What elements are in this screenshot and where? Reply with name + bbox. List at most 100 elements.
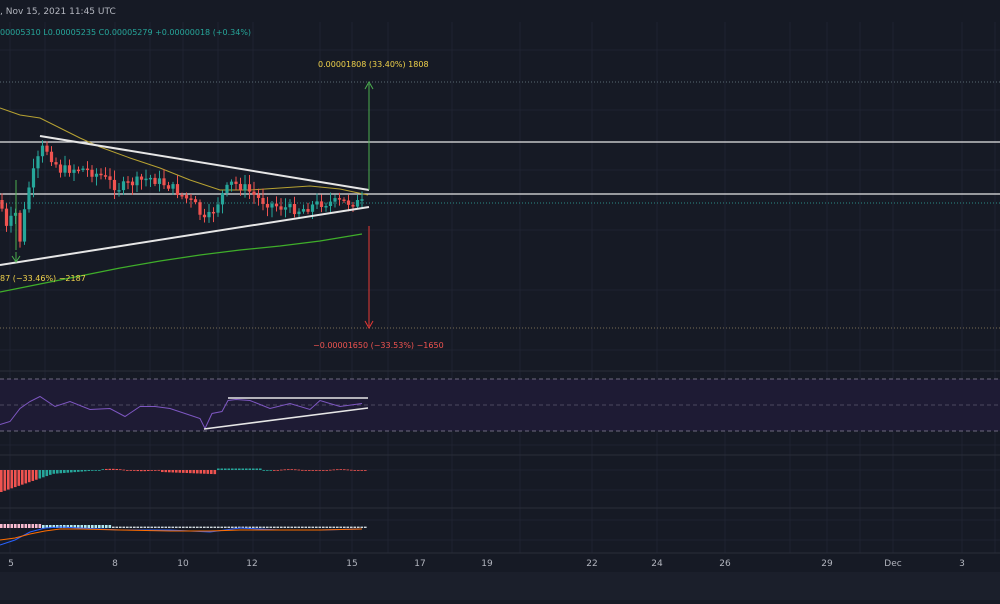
macd-bar-secondary	[0, 524, 3, 528]
macd-bar-secondary	[119, 526, 122, 528]
macd-bar-secondary	[143, 526, 147, 528]
macd-bar-secondary	[136, 526, 140, 528]
macd-bar	[35, 470, 38, 480]
candle-body	[94, 173, 99, 177]
x-tick-label: 29	[821, 559, 833, 569]
candle-body	[27, 187, 31, 210]
macd-bar	[182, 470, 185, 473]
macd-bar-secondary	[315, 526, 318, 528]
macd-bar-secondary	[241, 526, 245, 528]
candle-body	[306, 209, 310, 212]
rsi-rising-trendline[interactable]	[203, 407, 369, 430]
candle-body	[157, 178, 162, 184]
candle-body	[220, 192, 225, 205]
macd-bar	[84, 470, 87, 472]
candle-body	[126, 181, 130, 183]
triangle-lower-trendline[interactable]	[0, 206, 370, 266]
macd-bar-secondary	[7, 524, 10, 528]
macd-bar	[17, 470, 21, 486]
macd-bar-secondary	[311, 526, 315, 528]
x-tick-label: Dec	[884, 559, 901, 569]
macd-bar	[238, 468, 241, 470]
macd-bar-secondary	[52, 525, 56, 528]
macd-bar	[42, 470, 45, 478]
macd-bar	[196, 470, 199, 474]
macd-bar-secondary	[283, 526, 287, 528]
macd-bar	[339, 469, 343, 471]
candle-body	[4, 208, 9, 226]
macd-bar	[168, 470, 171, 473]
candle-body	[274, 203, 279, 207]
macd-bar-secondary	[164, 526, 168, 528]
macd-bar	[143, 470, 147, 472]
macd-bar-secondary	[185, 526, 189, 528]
triangle-upper-trendline[interactable]	[39, 135, 370, 191]
macd-bar-secondary	[238, 526, 241, 528]
bottom-toolbar	[0, 572, 1000, 600]
macd-bar-secondary	[248, 526, 252, 528]
macd-bar	[115, 468, 119, 470]
macd-bar-secondary	[273, 526, 276, 528]
candle-body	[49, 151, 54, 163]
macd-bar-secondary	[332, 526, 336, 528]
x-tick-label: 17	[414, 559, 425, 569]
macd-bar	[52, 470, 56, 474]
macd-bar-secondary	[28, 524, 31, 528]
macd-bar-secondary	[353, 526, 357, 528]
candle-body	[270, 203, 274, 208]
macd-bar	[101, 469, 105, 471]
candle-body	[0, 200, 4, 209]
macd-bar-secondary	[206, 526, 210, 528]
macd-bar-secondary	[224, 526, 227, 528]
candle-body	[301, 209, 306, 212]
macd-bar-secondary	[297, 526, 301, 528]
candle-body	[234, 181, 238, 184]
macd-bar	[0, 470, 3, 492]
macd-bar	[154, 470, 157, 471]
macd-bar	[150, 470, 154, 471]
macd-bar-secondary	[129, 526, 133, 528]
macd-bar	[336, 469, 339, 471]
macd-bar-secondary	[73, 525, 77, 528]
macd-bar	[161, 470, 164, 473]
macd-bar	[332, 469, 336, 471]
candlestick-series	[0, 140, 364, 248]
candle-body	[180, 195, 184, 197]
macd-bar-secondary	[294, 526, 297, 528]
candle-body	[72, 169, 76, 173]
macd-bar-secondary	[63, 525, 66, 528]
macd-bar-secondary	[199, 526, 203, 528]
x-tick-label: 19	[481, 559, 493, 569]
macd-bar-secondary	[21, 524, 24, 528]
candle-body	[238, 183, 243, 191]
candle-body	[351, 204, 355, 207]
candle-body	[90, 169, 94, 177]
macd-bar-secondary	[56, 525, 59, 528]
macd-bar	[304, 470, 308, 471]
macd-bar	[322, 470, 325, 471]
macd-bar-secondary	[45, 525, 49, 528]
macd-bar-secondary	[35, 524, 38, 528]
macd-bar-secondary	[343, 526, 346, 528]
x-tick-label: 22	[586, 559, 597, 569]
macd-bar	[329, 469, 332, 471]
time-axis[interactable]: 5 8 10 12 15 17 19 22 24 26 29 Dec 3	[8, 559, 965, 569]
macd-bar-secondary	[105, 525, 108, 528]
macd-signal-line	[0, 528, 363, 541]
macd-bar	[210, 470, 213, 474]
candle-body	[243, 184, 247, 191]
candle-body	[202, 214, 207, 218]
macd-bar-secondary	[147, 526, 150, 528]
macd-bar	[203, 470, 206, 474]
macd-bar-secondary	[290, 526, 294, 528]
candle-body	[342, 199, 346, 202]
candle-body	[144, 178, 148, 181]
macd-bar	[297, 469, 301, 471]
macd-histogram	[0, 468, 367, 492]
macd-bar	[245, 468, 248, 470]
macd-bar-secondary	[350, 526, 353, 528]
candle-body	[252, 191, 256, 195]
candle-body	[283, 207, 288, 210]
